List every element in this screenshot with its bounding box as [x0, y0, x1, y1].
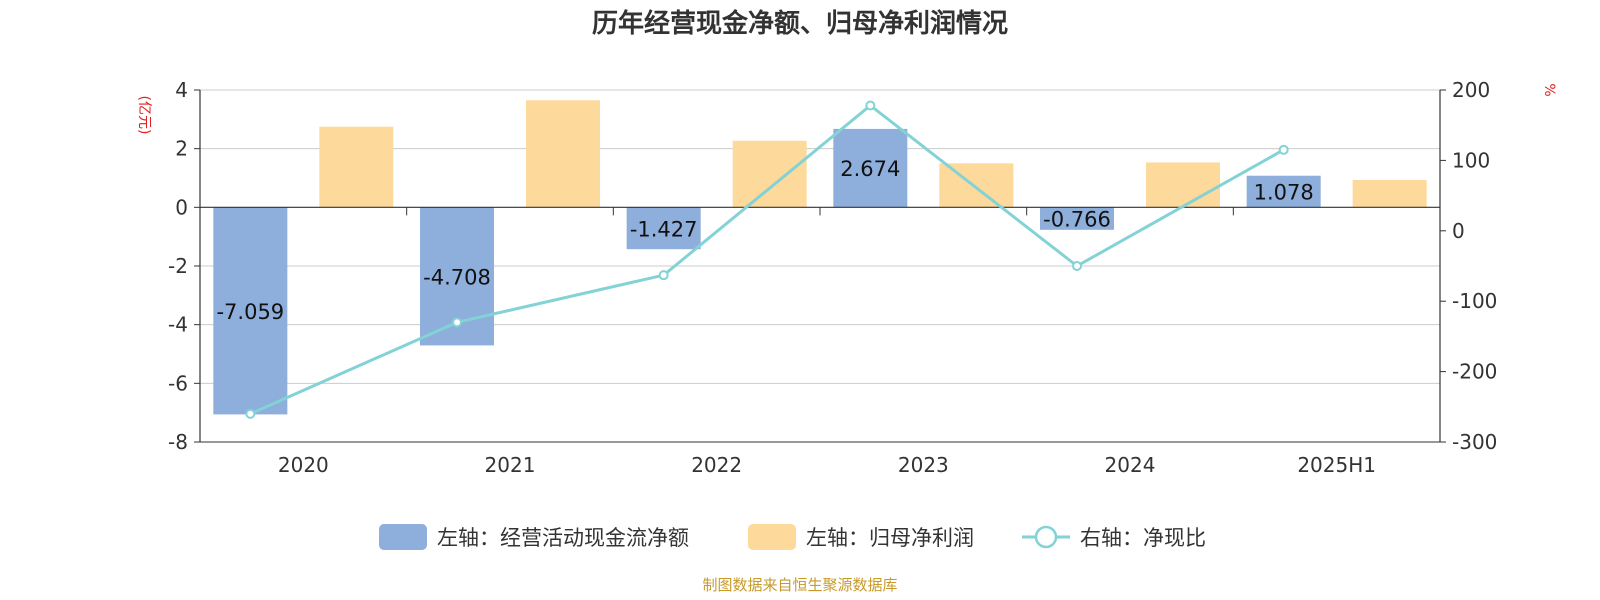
axes-layer: 4 2 0 -2 -4 -6 -8 200 100 0 -100 -200 -300 2020 2021 20…: [168, 78, 1497, 477]
bar-data-label: -0.766: [1043, 208, 1111, 232]
bar: [1246, 175, 1321, 208]
right-axis-tick-label: 100: [1452, 148, 1490, 172]
bar: [526, 100, 600, 208]
legend: 左轴：经营活动现金流净额 左轴：归母净利润 右轴：净现比: [379, 524, 1206, 550]
category-label: 2022: [691, 453, 742, 477]
left-axis-tick-label: -6: [168, 371, 188, 395]
category-label: 2024: [1105, 453, 1156, 477]
left-axis-tick-label: 4: [175, 78, 188, 102]
series-line: [249, 103, 1285, 416]
bar: [319, 126, 394, 208]
left-axis-tick-label: -4: [168, 313, 188, 337]
source-note: 制图数据来自恒生聚源数据库: [702, 576, 897, 594]
category-label: 2025H1: [1297, 453, 1376, 477]
right-axis-tick-label: -100: [1452, 289, 1497, 313]
line-layer: [245, 100, 1289, 419]
bar: [833, 128, 908, 208]
left-axis-tick-label: 0: [175, 195, 188, 219]
bar: [1352, 180, 1427, 208]
right-axis-tick-label: 0: [1452, 219, 1465, 243]
bars-layer: [213, 100, 1427, 415]
bar: [213, 207, 288, 415]
left-axis-tick-label: -8: [168, 430, 188, 454]
category-label: 2023: [898, 453, 949, 477]
category-label: 2021: [485, 453, 536, 477]
legend-swatch-profit: [748, 524, 796, 550]
line-point: [1278, 144, 1289, 155]
bar: [1146, 162, 1220, 208]
bar-data-label: 2.674: [840, 157, 900, 181]
bar: [732, 140, 807, 208]
bar-data-label: -7.059: [216, 300, 284, 324]
legend-swatch-cashflow: [379, 524, 427, 550]
category-label: 2020: [278, 453, 329, 477]
left-axis-unit: (亿元): [136, 96, 152, 135]
legend-label-profit: 左轴：归母净利润: [806, 526, 974, 550]
line-point: [245, 408, 256, 419]
right-axis-tick-label: -200: [1452, 360, 1497, 384]
right-axis-tick-label: -300: [1452, 430, 1497, 454]
left-axis-tick-label: 2: [175, 137, 188, 161]
bar-data-label: -1.427: [630, 217, 698, 241]
legend-label-ratio: 右轴：净现比: [1080, 526, 1206, 550]
bar-labels-layer: -7.059 -4.708 -1.427 2.674 -0.766 1.078: [216, 157, 1313, 324]
line-point: [865, 100, 876, 111]
chart-title: 历年经营现金净额、归母净利润情况: [592, 8, 1008, 39]
line-point: [658, 270, 669, 281]
bar: [626, 207, 701, 250]
left-axis-tick-label: -2: [168, 254, 188, 278]
bar: [1040, 207, 1114, 230]
right-axis-unit: %: [1541, 83, 1557, 96]
legend-label-cashflow: 左轴：经营活动现金流净额: [437, 526, 689, 550]
right-axis-tick-label: 200: [1452, 78, 1490, 102]
bar: [939, 163, 1014, 208]
bar-data-label: -4.708: [423, 265, 491, 289]
bar-data-label: 1.078: [1254, 181, 1314, 205]
line-point: [452, 317, 462, 328]
line-point: [1072, 261, 1082, 271]
legend-swatch-ratio-marker: [1034, 525, 1058, 549]
